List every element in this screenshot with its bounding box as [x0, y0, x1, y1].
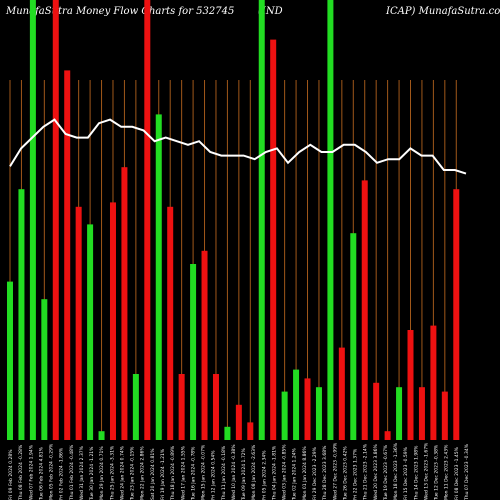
x-tick-label: Thu 25 Jan 2024 -3.31%	[109, 445, 115, 500]
title-part-3: ICAP) MunafaSutra.com	[386, 6, 500, 17]
x-tick-label: Mon 11 Dec 2023 2.43%	[444, 444, 450, 500]
money-flow-bar-down	[338, 347, 345, 440]
money-flow-bar-down	[64, 70, 71, 441]
x-tick-label: Fri 09 Feb 2024 0.28%	[8, 449, 14, 500]
x-tick-label: Fri 15 Dec 2023 -0.59%	[403, 446, 409, 500]
x-tick-label: Tue 26 Dec 2023 0.42%	[342, 446, 348, 500]
x-tick-label: Thu 28 Dec 2023 3.68%	[322, 445, 328, 500]
money-flow-bar-up	[7, 281, 13, 440]
money-flow-bar-down	[201, 250, 208, 440]
x-tick-label: Tue 19 Dec 2023 -0.67%	[383, 444, 389, 500]
x-tick-label: Thu 21 Dec 2023 -2.14%	[363, 443, 369, 500]
x-tick-label: Tue 06 Feb 2024 4.81%	[38, 446, 44, 500]
title-part-2: (IND	[258, 6, 283, 17]
money-flow-bar-down	[361, 180, 368, 440]
money-flow-bar-down	[247, 422, 254, 440]
money-flow-bar-down	[407, 330, 414, 440]
x-tick-label: Tue 12 Dec 2023 -0.38%	[434, 444, 440, 500]
money-flow-bar-down	[167, 206, 174, 440]
money-flow-bar-down	[270, 39, 277, 440]
money-flow-bar-up	[155, 114, 162, 441]
money-flow-bar-down	[373, 382, 380, 440]
money-flow-bar-up	[41, 299, 48, 440]
money-flow-bar-down	[384, 431, 391, 440]
money-flow-bars	[7, 0, 460, 441]
money-flow-bar-down	[418, 387, 425, 440]
money-flow-bar-up	[190, 264, 197, 440]
x-tick-label: Thu 08 Feb 2024 -0.28%	[18, 444, 24, 500]
money-flow-bar-up	[258, 0, 265, 440]
x-tick-label: Wed 20 Dec 2023 3.86%	[373, 444, 379, 500]
price-line-group	[9, 118, 467, 175]
x-tick-label: Mon 05 Feb 2024 -0.29%	[49, 443, 55, 500]
money-flow-bar-down	[109, 202, 116, 440]
money-flow-bar-up	[396, 387, 403, 440]
money-flow-bar-up	[281, 391, 288, 440]
x-tick-label: Tue 23 Jan 2024 -0.15%	[130, 446, 136, 500]
x-tick-label: Fri 02 Feb 2024 -1.86%	[59, 447, 65, 500]
money-flow-bar-down	[75, 206, 82, 440]
title-part-1: MunafaSutra Money Flow Charts for 532745	[6, 6, 235, 17]
x-tick-label: Wed 17 Jan 2024 1.55%	[180, 445, 186, 500]
x-tick-label: Mon 01 Jan 2024 8.86%	[302, 446, 308, 500]
x-tick-label: Wed 24 Jan 2024 0.74%	[120, 445, 126, 500]
x-tick-label: Mon 18 Dec 2023 -1.36%	[393, 442, 399, 500]
money-flow-bar-up	[18, 189, 25, 440]
money-flow-bar-down	[235, 404, 242, 440]
x-tick-label: Fri 08 Dec 2023 -1.45%	[454, 446, 460, 500]
money-flow-bar-up	[315, 387, 322, 440]
money-flow-bar-down	[441, 391, 448, 440]
money-flow-bar-up	[224, 426, 231, 440]
money-flow-bar-up	[132, 374, 139, 440]
x-tick-label: Sat 20 Jan 2024 0.81%	[150, 448, 156, 500]
money-flow-bar-down	[178, 374, 185, 440]
x-tick-label: Thu 18 Jan 2024 -0.89%	[170, 445, 176, 500]
price-line	[9, 118, 467, 175]
money-flow-bar-up	[327, 0, 334, 440]
x-tick-label: Thu 14 Dec 2023 1.98%	[413, 445, 419, 500]
x-tick-label: Mon 29 Jan 2024 0.71%	[99, 446, 105, 500]
money-flow-bar-up	[98, 431, 105, 440]
money-flow-bar-down	[52, 0, 59, 440]
x-tick-label: Thu 07 Dec 2023 -0.34%	[464, 443, 470, 500]
x-tick-label: Thu 01 Feb 2024 -0.48%	[69, 444, 75, 500]
x-tick-label: Mon 08 Jan 2024 -2.63%	[251, 444, 257, 500]
x-tick-label: Fri 22 Dec 2023 1.37%	[353, 448, 359, 500]
money-flow-bar-down	[430, 325, 437, 440]
money-flow-bar-up	[87, 224, 94, 440]
x-tick-label: Tue 02 Jan 2024 1.24%	[292, 447, 298, 500]
x-tick-label: Wed 03 Jan 2024 -0.85%	[282, 444, 288, 500]
x-tick-label: Fri 12 Jan 2024 0.54%	[211, 450, 217, 500]
x-axis-ticks: Fri 09 Feb 2024 0.28% Thu 08 Feb 2024 -0.…	[8, 442, 470, 500]
x-tick-label: Fri 29 Dec 2023 -2.29%	[312, 446, 318, 500]
x-tick-label: Wed 27 Dec 2023 -0.99%	[332, 442, 338, 500]
x-tick-label: Thu 04 Jan 2024 -1.81%	[272, 445, 278, 500]
money-flow-bar-down	[121, 167, 128, 440]
money-flow-bar-down	[453, 189, 460, 440]
money-flow-bar-down	[144, 0, 151, 440]
x-tick-label: Tue 16 Jan 2024 -0.78%	[190, 446, 196, 500]
money-flow-bar-up	[350, 233, 357, 440]
x-tick-label: Wed 31 Jan 2024 2.37%	[79, 445, 85, 500]
x-tick-label: Wed 07 Feb 2024 1.94%	[28, 444, 34, 500]
x-tick-label: Wed 13 Dec 2023 -1.67%	[424, 442, 430, 500]
chart-title: MunafaSutra Money Flow Charts for 532745…	[0, 6, 500, 26]
money-flow-bar-up	[29, 0, 36, 440]
x-tick-label: Tue 09 Jan 2024 1.72%	[241, 447, 247, 500]
x-tick-label: Mon 22 Jan 2024 2.86%	[140, 446, 146, 500]
x-tick-label: Wed 10 Jan 2024 -0.38%	[231, 444, 237, 500]
x-tick-label: Fri 19 Jan 2024 -1.21%	[160, 448, 166, 500]
money-flow-bar-up	[293, 369, 300, 440]
money-flow-bar-down	[212, 374, 219, 440]
x-tick-label: Tue 30 Jan 2024 -1.21%	[89, 446, 95, 500]
money-flow-bar-down	[304, 378, 311, 440]
x-tick-label: Fri 05 Jan 2024 2.34%	[261, 450, 267, 500]
x-tick-label: Mon 15 Jan 2024 -0.07%	[201, 444, 207, 500]
x-tick-label: Thu 11 Jan 2024 -0.18%	[221, 445, 227, 500]
